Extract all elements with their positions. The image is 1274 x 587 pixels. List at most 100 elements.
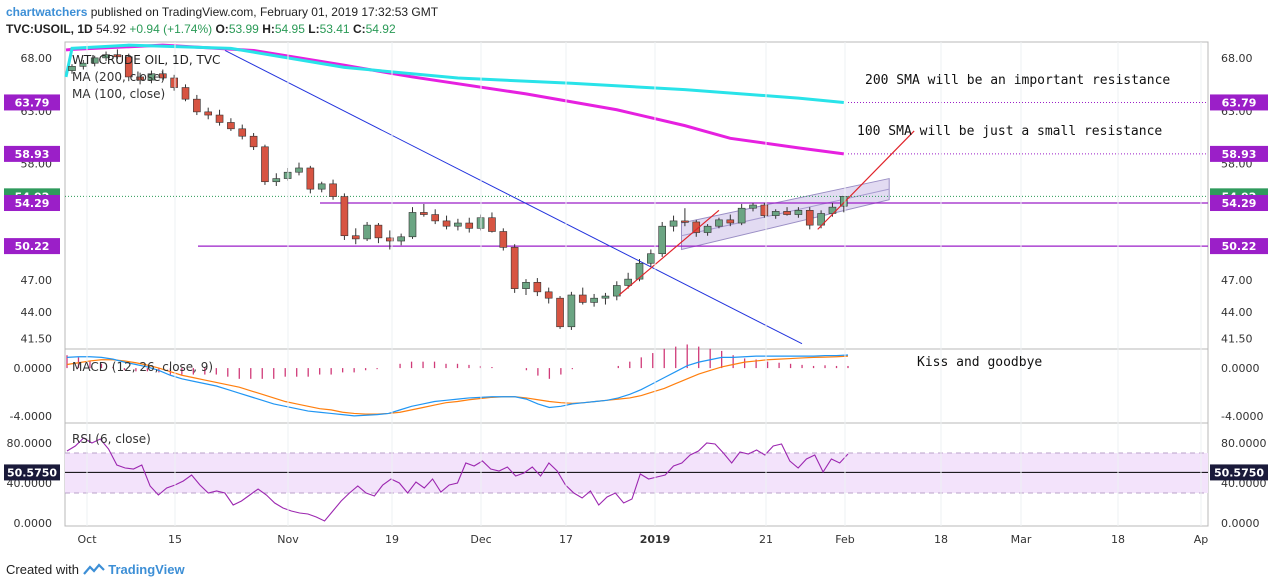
candle-body <box>329 183 337 197</box>
level-badge-right <box>1210 195 1268 212</box>
rsi-level-badge-right <box>1210 464 1268 481</box>
candle-body <box>567 294 576 328</box>
candle-body <box>635 262 644 280</box>
x-tick-label: Oct <box>77 533 97 546</box>
price-pane <box>64 43 1208 345</box>
legend-ma100: MA (100, close) <box>72 87 165 101</box>
candle-body <box>488 217 496 232</box>
change: +0.94 (+1.74%) <box>129 22 213 36</box>
x-tick-label: Ap <box>1194 533 1209 546</box>
candle-body <box>658 225 667 255</box>
close-value: 54.92 <box>365 22 396 36</box>
candle-body <box>624 278 632 286</box>
candle-body <box>90 57 99 64</box>
candle-body <box>238 128 247 137</box>
x-tick-label: 21 <box>759 533 773 546</box>
price-tick-right: 68.00 <box>1221 52 1253 65</box>
rsi-title: RSI (6, close) <box>72 432 151 446</box>
candle-body <box>193 98 201 113</box>
published-text: published on TradingView.com, February 0… <box>90 5 439 19</box>
level-badge-left-label: 54.29 <box>15 197 50 210</box>
candle-body <box>783 211 791 215</box>
candle-body <box>794 210 803 215</box>
macd-tick-right: 0.0000 <box>1221 362 1260 375</box>
level-badge-right-label: 63.79 <box>1222 96 1257 109</box>
low-label: L: <box>308 22 320 36</box>
candle-body <box>408 212 417 238</box>
candle-body <box>124 56 133 78</box>
candle-body <box>385 237 394 242</box>
candle-body <box>839 196 848 207</box>
candle-body <box>113 54 122 58</box>
candle-body <box>522 282 530 289</box>
rsi-line <box>66 437 849 522</box>
rsi-tick-right: 80.0000 <box>1221 437 1267 450</box>
candle-body <box>317 183 326 190</box>
rsi-level-badge-right-label: 50.5750 <box>1214 466 1264 479</box>
low-value: 53.41 <box>319 22 350 36</box>
price-tick-right: 44.00 <box>1221 306 1253 319</box>
uptrend-line-2 <box>817 130 915 230</box>
legend-ma200: MA (200, close) <box>72 70 165 84</box>
rsi-tick-left: 80.0000 <box>7 437 53 450</box>
price-tick-left: 41.50 <box>21 332 53 345</box>
candle-body <box>681 220 689 223</box>
annotation-kiss: Kiss and goodbye <box>917 355 1042 370</box>
symbol: TVC:USOIL, 1D <box>6 22 93 36</box>
level-badge-left-label: 50.22 <box>15 240 50 253</box>
candle-body <box>397 236 405 242</box>
candle-body <box>612 285 621 297</box>
rsi-tick-right: 0.0000 <box>1221 517 1260 530</box>
footer-brand[interactable]: TradingView <box>108 562 185 577</box>
last-price: 54.92 <box>96 22 127 36</box>
annotation-100sma: 100 SMA will be just a small resistance <box>857 124 1162 139</box>
x-tick-label: 18 <box>934 533 948 546</box>
open-label: O: <box>215 22 229 36</box>
candle-body <box>465 222 474 229</box>
candle-body <box>295 167 303 173</box>
candle-body <box>533 282 542 293</box>
candle-body <box>647 253 655 264</box>
candle-body <box>170 77 178 88</box>
high-label: H: <box>262 22 275 36</box>
close-label: C: <box>352 22 366 36</box>
author-link[interactable]: chartwatchers <box>6 5 88 19</box>
candle-body <box>374 224 383 239</box>
publish-line: chartwatchers published on TradingView.c… <box>6 5 438 19</box>
candle-body <box>204 111 212 116</box>
ohlc-line: TVC:USOIL, 1D 54.92 +0.94 (+1.74%) O: 53.… <box>6 22 396 36</box>
footer-created-with: Created with <box>6 562 79 577</box>
candle-body <box>306 167 315 190</box>
candle-body <box>454 222 462 227</box>
x-tick-label: Feb <box>835 533 854 546</box>
x-tick-label: Dec <box>470 533 491 546</box>
candle-body <box>578 294 587 303</box>
candle-body <box>159 73 167 79</box>
x-tick-label: 17 <box>559 533 573 546</box>
level-badge-left <box>4 94 60 111</box>
ma200-line <box>64 43 844 104</box>
uptrend-line-1 <box>618 209 720 296</box>
candle-body <box>340 196 349 237</box>
x-tick-label: 2019 <box>640 533 671 546</box>
candle-body <box>715 219 723 227</box>
tradingview-logo-icon <box>82 563 105 575</box>
price-tick-right: 47.00 <box>1221 274 1253 287</box>
candle-body <box>726 219 735 224</box>
price-tick-left: 47.00 <box>21 274 53 287</box>
x-tick-label: 15 <box>168 533 182 546</box>
level-badge-right <box>1210 238 1268 255</box>
macd-signal-line <box>66 355 849 415</box>
macd-pane <box>66 344 849 417</box>
level-badge-right <box>1210 145 1268 162</box>
x-tick-label: Nov <box>277 533 299 546</box>
x-tick-label: Mar <box>1011 533 1032 546</box>
level-badge-left <box>4 145 60 162</box>
macd-tick-left: -4.0000 <box>10 410 52 423</box>
price-tick-left: 44.00 <box>21 306 53 319</box>
chart-title: WTI CRUDE OIL, 1D, TVC <box>72 53 220 67</box>
rsi-pane <box>65 437 1208 522</box>
high-value: 54.95 <box>274 22 305 36</box>
